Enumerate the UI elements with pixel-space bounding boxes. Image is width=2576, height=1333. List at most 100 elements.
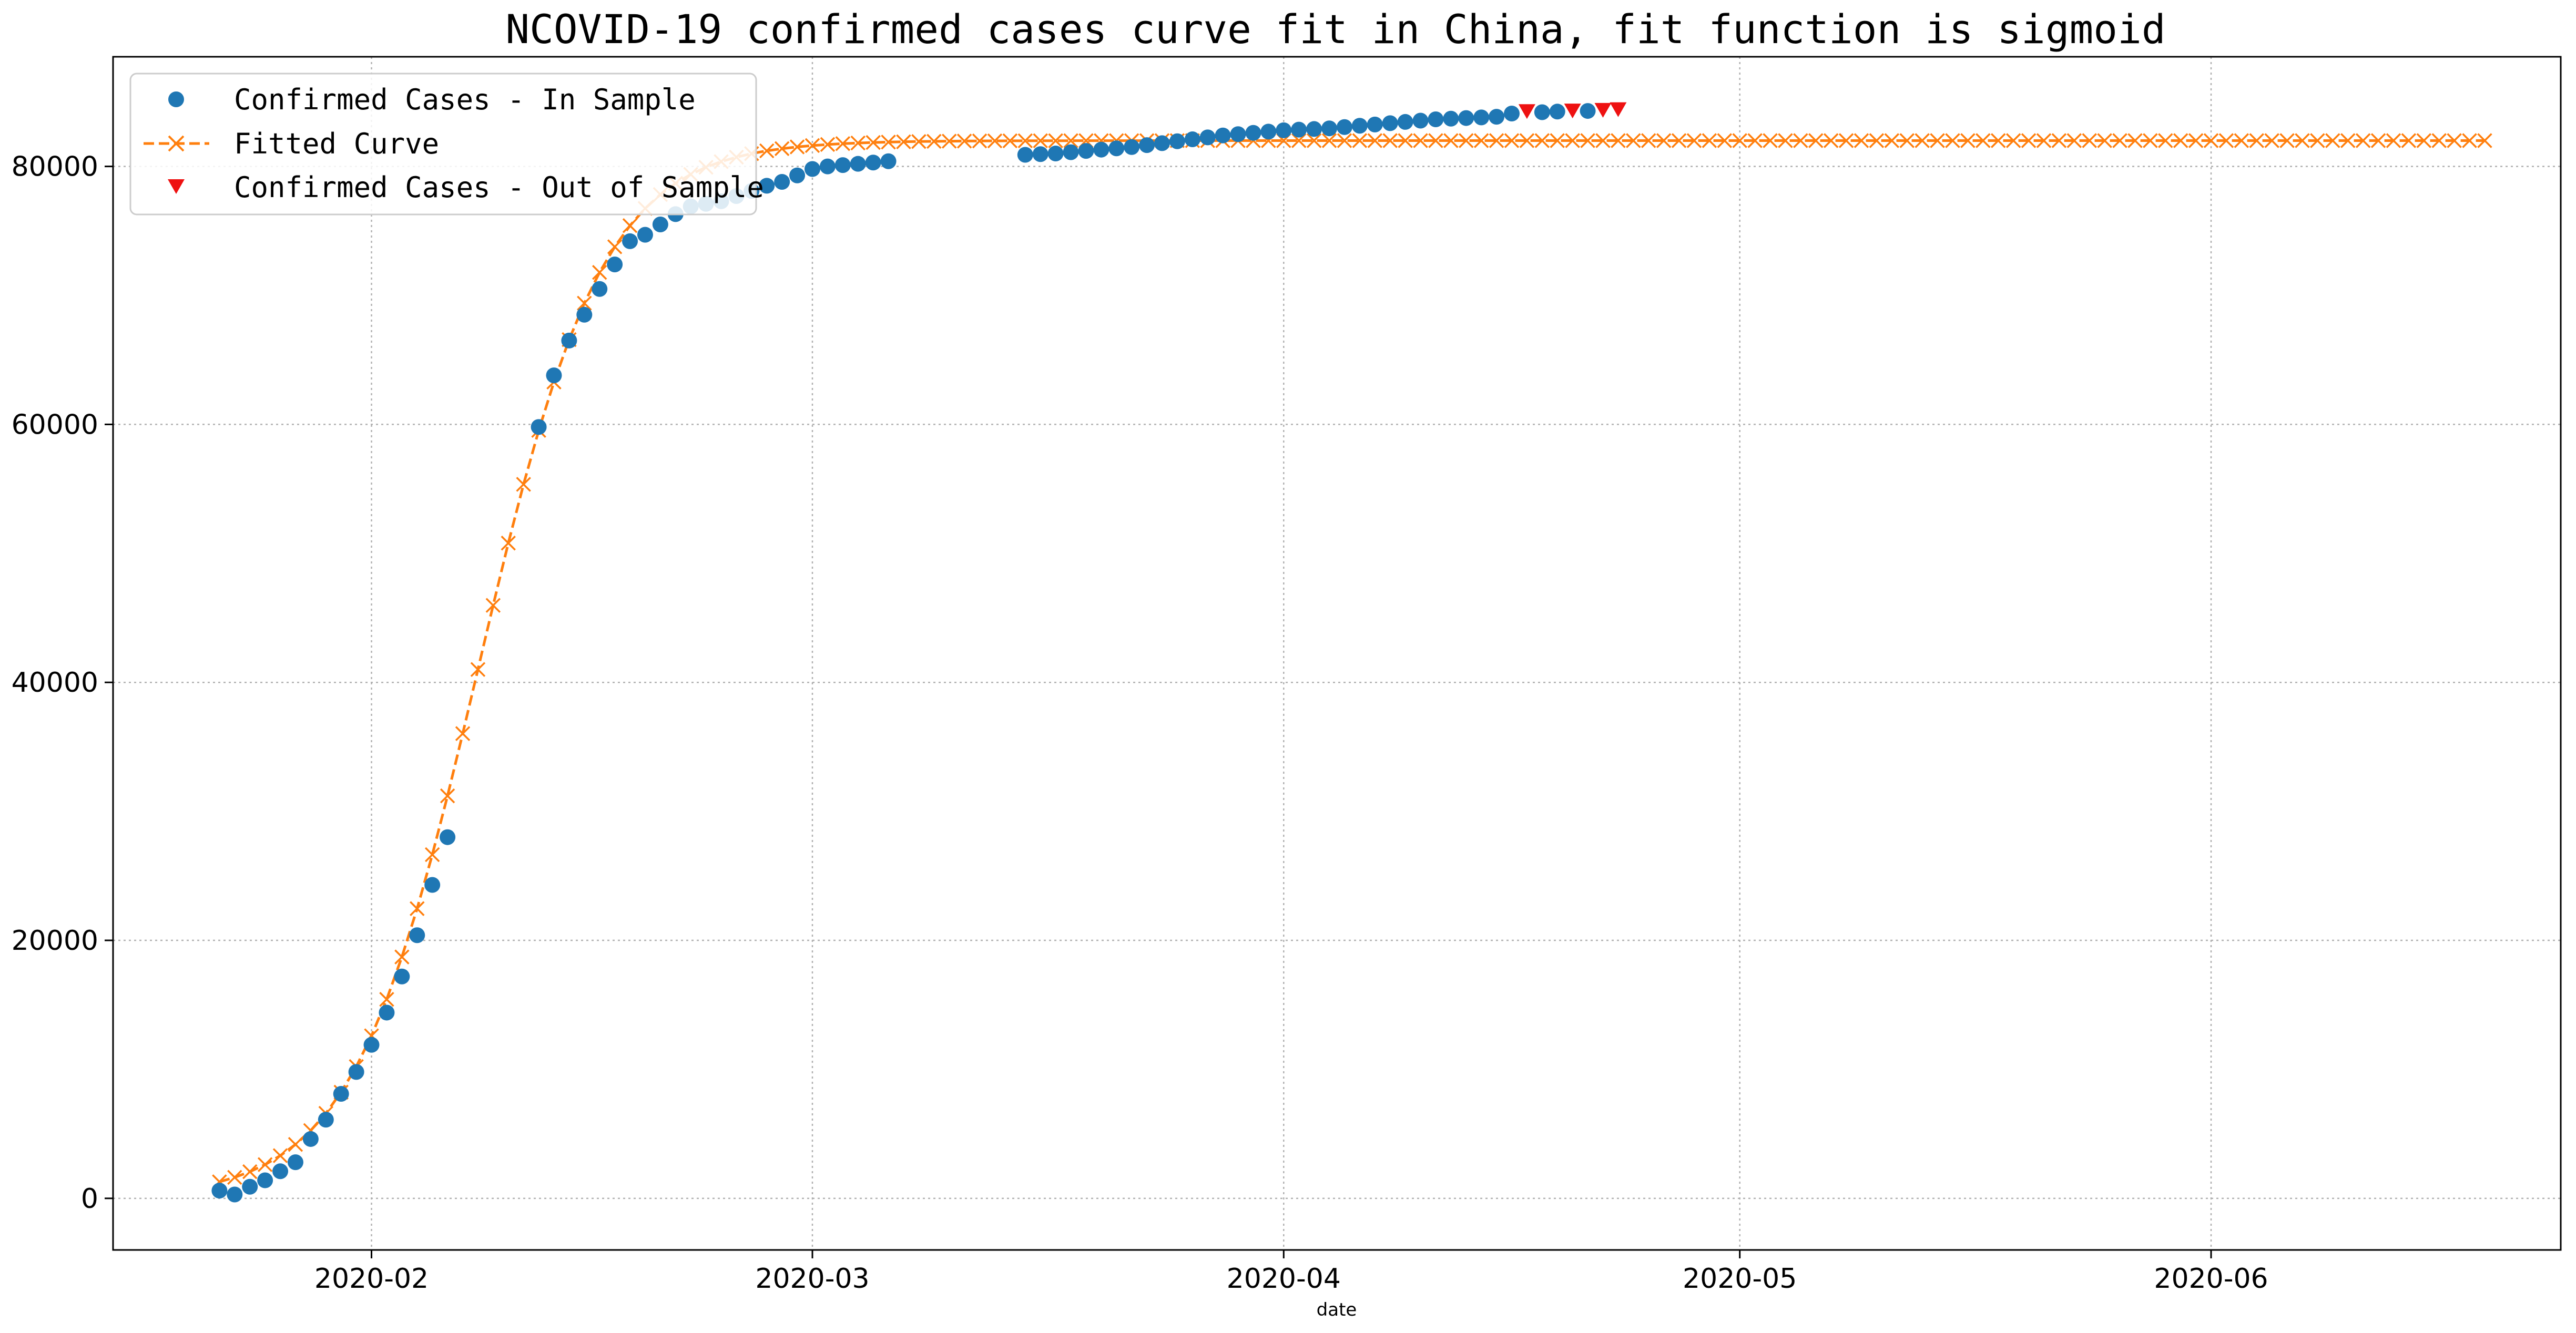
fitted-point — [2112, 133, 2127, 148]
plot-frame — [112, 56, 2562, 1251]
in-sample-point — [1169, 133, 1185, 149]
fitted-point — [2158, 133, 2173, 148]
in-sample-point — [1473, 109, 1490, 126]
out-of-sample-series — [1518, 102, 1627, 119]
fitted-point — [2386, 133, 2401, 148]
in-sample-point — [272, 1163, 289, 1180]
fitted-point — [1641, 133, 1656, 148]
fitted-point — [242, 1164, 258, 1180]
in-sample-point — [302, 1131, 319, 1147]
fitted-point — [1930, 133, 1945, 148]
in-sample-point — [546, 367, 562, 384]
fitted-point — [1063, 133, 1078, 148]
fitted-point — [2477, 133, 2492, 148]
fitted-point — [1945, 133, 1960, 148]
fitted-point — [1489, 133, 1504, 148]
fitted-point — [1778, 133, 1793, 148]
fitted-point — [987, 133, 1003, 149]
fitted-point — [850, 135, 866, 151]
fitted-point — [2005, 133, 2021, 148]
fitted-point — [1048, 133, 1063, 148]
fitted-point — [2310, 133, 2325, 148]
fitted-point — [1976, 133, 1991, 148]
in-sample-point — [819, 158, 836, 175]
fitted-point — [1382, 133, 1398, 148]
in-sample-point — [211, 1183, 228, 1199]
out-of-sample-point — [1610, 102, 1627, 117]
in-sample-point — [1124, 139, 1140, 155]
in-sample-point — [531, 419, 547, 435]
in-sample-point — [257, 1172, 273, 1188]
in-sample-point — [318, 1112, 334, 1128]
in-sample-point — [1215, 127, 1231, 143]
fitted-point — [2173, 133, 2188, 148]
fitted-point — [1990, 133, 2006, 148]
x-axis-label: date — [1317, 1299, 1357, 1320]
fitted-point — [1504, 133, 1520, 148]
in-sample-point — [409, 927, 425, 944]
fitted-point — [1869, 133, 1885, 148]
fitted-point — [257, 1157, 273, 1172]
fitted-point — [1626, 133, 1641, 148]
y-tick-label: 60000 — [12, 409, 98, 440]
fitted-point — [1702, 133, 1717, 148]
in-sample-point — [1093, 141, 1109, 158]
in-sample-point — [348, 1064, 364, 1080]
fitted-point — [1899, 133, 1915, 148]
axis-ticks: 2020-02 2020-03 2020-04 2020-05 2020-06 0 2000… — [12, 151, 2268, 1295]
in-sample-point — [242, 1178, 258, 1195]
in-sample-point — [1291, 121, 1307, 138]
fitted-point — [805, 138, 820, 153]
out-of-sample-point — [1594, 102, 1612, 118]
in-sample-point — [440, 829, 456, 845]
fitted-point — [1337, 133, 1352, 148]
fitted-point — [1823, 133, 1839, 148]
fitted-point — [2082, 133, 2097, 148]
in-sample-point — [1351, 118, 1368, 134]
fitted-point — [774, 141, 790, 157]
fitted-point — [1413, 133, 1428, 148]
fitted-point — [516, 477, 531, 492]
fitted-point — [1519, 133, 1535, 148]
fitted-point — [881, 135, 896, 150]
fitted-point — [1717, 133, 1733, 148]
in-sample-point — [774, 174, 790, 190]
in-sample-point — [394, 968, 410, 985]
fitted-point — [1352, 133, 1368, 148]
fitted-point — [1565, 133, 1580, 148]
in-sample-point — [607, 257, 623, 273]
in-sample-point — [1154, 135, 1170, 151]
fitted-point — [1793, 133, 1808, 148]
x-tick-label: 2020-06 — [2154, 1263, 2268, 1295]
in-sample-point — [1367, 116, 1383, 132]
legend: Confirmed Cases - In Sample Fitted Curve… — [129, 73, 764, 216]
fitted-point — [911, 134, 926, 149]
in-sample-point — [1276, 122, 1292, 138]
in-sample-point — [850, 156, 866, 172]
fitted-point — [1686, 133, 1702, 148]
fitted-point — [288, 1137, 303, 1152]
in-sample-point — [1032, 146, 1048, 162]
in-sample-point — [1306, 121, 1322, 137]
fitted-point — [1033, 133, 1048, 148]
fitted-point — [1732, 133, 1747, 148]
fitted-point — [607, 239, 623, 254]
out-of-sample-point — [1518, 104, 1535, 119]
in-sample-point — [1260, 124, 1277, 140]
in-sample-point — [805, 161, 820, 177]
fitted-point — [2279, 133, 2295, 148]
in-sample-point — [1397, 114, 1413, 130]
in-sample-point — [287, 1154, 303, 1171]
in-sample-point — [576, 306, 593, 323]
x-tick-label: 2020-02 — [314, 1263, 429, 1295]
fitted-point — [592, 265, 607, 280]
in-sample-point — [1063, 144, 1079, 160]
legend-box — [129, 73, 757, 216]
fitted-point — [926, 134, 942, 149]
fitted-point — [410, 901, 425, 916]
fitted-point — [1398, 133, 1413, 148]
fitted-point — [820, 137, 836, 152]
fitted-point — [2097, 133, 2112, 148]
in-sample-point — [1321, 120, 1338, 137]
